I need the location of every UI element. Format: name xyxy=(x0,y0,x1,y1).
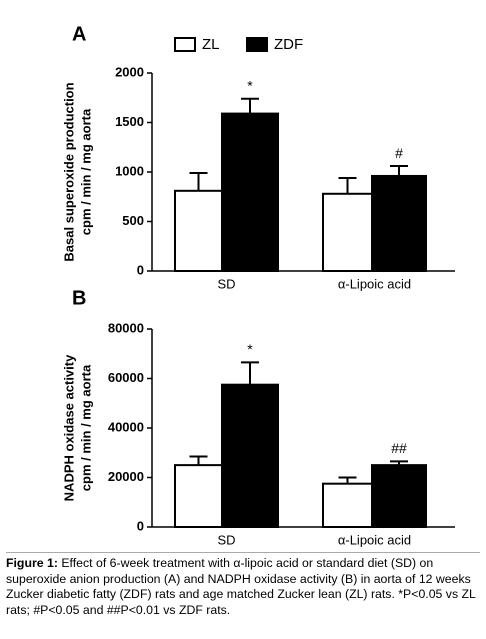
y-tick-label: 500 xyxy=(122,213,144,228)
y-tick-label: 20000 xyxy=(108,469,144,484)
y-tick-label: 0 xyxy=(137,262,144,277)
y-axis-title: NADPH oxidase activity xyxy=(61,354,76,501)
x-tick-label: α-Lipoic acid xyxy=(338,532,411,547)
legend-swatch xyxy=(246,37,268,52)
caption-text: Effect of 6-week treatment with α-lipoic… xyxy=(6,556,476,617)
y-tick-label: 1000 xyxy=(115,163,144,178)
x-tick-label: SD xyxy=(217,532,235,547)
panel-letter: A xyxy=(72,23,86,45)
y-tick-label: 0 xyxy=(137,518,144,533)
x-tick-label: SD xyxy=(217,276,235,291)
bar xyxy=(221,112,279,272)
significance-marker: * xyxy=(247,341,253,357)
bar xyxy=(322,192,373,272)
y-tick-label: 1500 xyxy=(115,114,144,129)
panel-letter: B xyxy=(72,287,86,309)
y-tick-label: 80000 xyxy=(108,320,144,335)
y-tick-label: 40000 xyxy=(108,419,144,434)
legend-swatch xyxy=(174,37,196,52)
bar xyxy=(221,383,279,528)
significance-marker: ## xyxy=(391,440,407,456)
bar xyxy=(371,174,427,273)
y-axis-title: Basal superoxide production xyxy=(61,82,76,261)
y-tick-label: 2000 xyxy=(115,64,144,79)
significance-marker: * xyxy=(247,77,253,93)
y-tick-label: 60000 xyxy=(108,370,144,385)
significance-marker: # xyxy=(395,145,403,161)
caption: Figure 1: Effect of 6-week treatment wit… xyxy=(6,552,480,618)
legend-label: ZL xyxy=(202,36,220,53)
y-axis-title: cpm / min / mg aorta xyxy=(78,364,93,491)
y-axis-title: cpm / min / mg aorta xyxy=(78,108,93,235)
legend-label: ZDF xyxy=(274,36,303,53)
bar xyxy=(174,464,223,528)
x-tick-label: α-Lipoic acid xyxy=(338,276,411,291)
bar xyxy=(322,482,373,528)
bar xyxy=(174,189,223,272)
caption-label: Figure 1: xyxy=(6,556,58,570)
bar xyxy=(371,464,427,528)
